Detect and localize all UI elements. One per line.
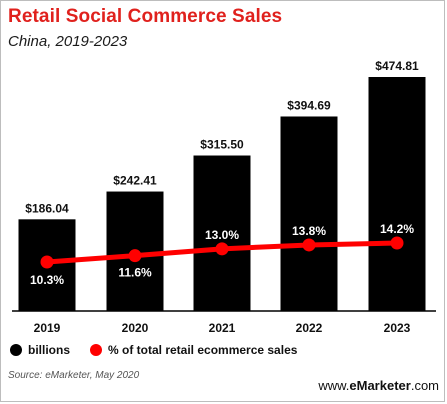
logo-name: eMarketer — [349, 378, 411, 393]
legend-swatch-share — [90, 344, 102, 356]
x-tick-label-2023: 2023 — [384, 321, 411, 335]
legend: billions % of total retail ecommerce sal… — [10, 343, 317, 357]
legend-swatch-billions — [10, 344, 22, 356]
x-tick-label-2020: 2020 — [122, 321, 149, 335]
bar-value-label-2022: $394.69 — [287, 98, 331, 112]
x-tick-label-2021: 2021 — [209, 321, 236, 335]
logo-com: .com — [410, 378, 439, 393]
chart-title: Retail Social Commerce Sales — [8, 6, 283, 27]
share-point-2021 — [215, 242, 229, 256]
bar-value-label-2019: $186.04 — [25, 201, 69, 215]
bar-value-label-2021: $315.50 — [200, 138, 244, 152]
share-label-2021: 13.0% — [205, 228, 239, 242]
share-point-2020 — [128, 249, 142, 263]
legend-item-billions: billions — [10, 343, 70, 357]
bar-value-label-2020: $242.41 — [113, 174, 157, 188]
share-label-2022: 13.8% — [292, 224, 326, 238]
legend-label-billions: billions — [28, 343, 70, 357]
legend-label-share: % of total retail ecommerce sales — [108, 343, 298, 357]
share-point-2023 — [390, 236, 404, 250]
logo-www: www. — [318, 378, 350, 393]
share-label-2019: 10.3% — [30, 273, 64, 287]
share-label-2023: 14.2% — [380, 222, 414, 236]
chart-subtitle: China, 2019-2023 — [8, 33, 128, 50]
share-point-2022 — [302, 238, 316, 252]
share-label-2020: 11.6% — [118, 266, 152, 280]
bar-value-label-2023: $474.81 — [375, 59, 419, 73]
x-tick-label-2019: 2019 — [34, 321, 61, 335]
legend-item-share: % of total retail ecommerce sales — [90, 343, 297, 357]
x-tick-label-2022: 2022 — [296, 321, 323, 335]
bar-2021 — [193, 155, 251, 311]
bar-2022 — [280, 116, 338, 311]
emarketer-logo: www.eMarketer.com — [318, 378, 439, 393]
share-point-2019 — [40, 255, 54, 269]
bar-2023 — [368, 77, 426, 311]
source-note: Source: eMarketer, May 2020 — [8, 370, 140, 381]
